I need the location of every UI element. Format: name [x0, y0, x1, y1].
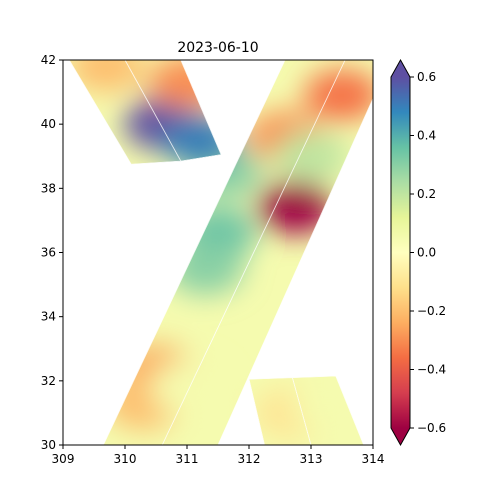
- x-tick-label: 309: [52, 452, 75, 466]
- y-tick-label: 36: [41, 246, 56, 260]
- colorbar-ticks: −0.6 −0.4 −0.2 0.0 0.2 0.4 0.6: [410, 70, 446, 435]
- colorbar-tick-label: −0.2: [417, 304, 446, 318]
- colorbar-bar: [391, 77, 410, 428]
- colorbar-extend-bottom: [391, 428, 410, 445]
- y-tick-label: 42: [41, 53, 56, 67]
- x-tick-label: 310: [114, 452, 137, 466]
- x-tick-label: 311: [176, 452, 199, 466]
- y-tick-label: 38: [41, 181, 56, 195]
- anomaly-blob: [254, 386, 311, 439]
- x-tick-label: 314: [362, 452, 385, 466]
- y-tick-label: 30: [41, 438, 56, 452]
- colorbar-tick-label: 0.2: [417, 187, 436, 201]
- y-tick-label: 34: [41, 310, 56, 324]
- colorbar-tick-label: 0.4: [417, 129, 436, 143]
- y-tick-label: 32: [41, 374, 56, 388]
- plot-area: [69, 60, 373, 445]
- chart-title: 2023-06-10: [177, 40, 258, 56]
- anomaly-blob: [149, 60, 222, 109]
- y-axis: 30 32 34 36 38 40 42: [41, 53, 63, 452]
- colorbar-tick-label: −0.6: [417, 421, 446, 435]
- colorbar: −0.6 −0.4 −0.2 0.0 0.2 0.4 0.6: [390, 58, 446, 447]
- x-tick-label: 313: [300, 452, 323, 466]
- colorbar-extend-top: [391, 60, 410, 77]
- anomaly-blob: [69, 60, 145, 93]
- x-tick-label: 312: [238, 452, 261, 466]
- colorbar-tick-label: 0.6: [417, 70, 436, 84]
- x-axis: 309 310 311 312 313 314: [52, 445, 385, 466]
- swath: [292, 376, 364, 445]
- y-tick-label: 40: [41, 117, 56, 131]
- anomaly-blob: [167, 242, 244, 295]
- colorbar-tick-label: 0.0: [417, 246, 436, 260]
- colorbar-tick-label: −0.4: [417, 363, 446, 377]
- swath-edge: [69, 60, 181, 165]
